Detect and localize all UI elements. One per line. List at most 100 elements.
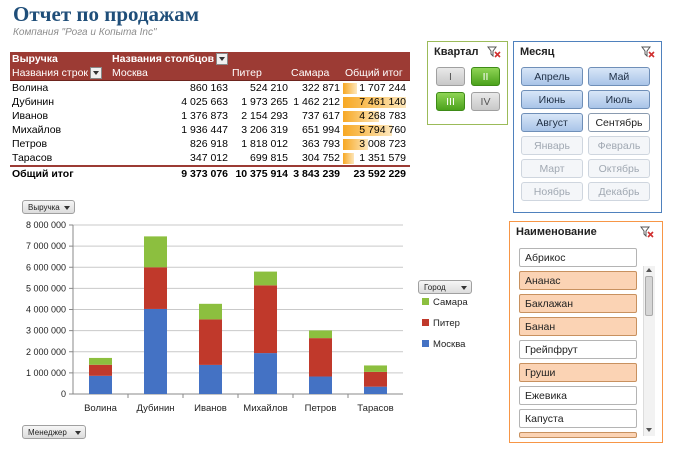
bar-segment xyxy=(144,236,167,268)
month-slicer-header: Месяц xyxy=(520,46,555,58)
pivot-value-cell: 322 871 xyxy=(302,82,340,94)
pivot-value-cell: 363 793 xyxy=(302,138,340,150)
clear-filter-icon[interactable] xyxy=(640,226,654,238)
clear-filter-icon[interactable] xyxy=(641,46,655,58)
quarter-button[interactable]: I xyxy=(436,67,465,86)
chart-axis-field-button[interactable]: Менеджер xyxy=(22,425,86,439)
name-item-button[interactable]: Ежевика xyxy=(519,386,637,405)
pivot-row-label: Дубинин xyxy=(12,96,55,108)
pivot-row-field-label[interactable]: Названия строк xyxy=(12,66,103,80)
x-tick-label: Волина xyxy=(84,403,118,414)
month-slicer: Месяц Апрель Май Июнь Июль Август Сентябрь Янв… xyxy=(513,41,662,213)
quarter-slicer-header: Квартал xyxy=(434,46,479,58)
month-button[interactable]: Июнь xyxy=(521,90,583,109)
pivot-row-field-text: Названия строк xyxy=(12,67,89,79)
pivot-databar xyxy=(343,83,358,94)
pivot-total-cell: 3 843 239 xyxy=(293,168,340,180)
quarter-slicer: Квартал I II III IV xyxy=(427,41,508,125)
bar-segment xyxy=(254,353,277,394)
pivot-value-cell: 3 008 723 xyxy=(359,138,406,150)
pivot-value-cell: 1 351 579 xyxy=(359,152,406,164)
name-item-button[interactable]: Грейпфрут xyxy=(519,340,637,359)
chart-value-field-button[interactable]: Выручка xyxy=(22,200,75,214)
name-slicer: Наименование Абрикос Ананас Баклажан Банан Г… xyxy=(509,221,663,443)
y-tick-label: 7 000 000 xyxy=(26,241,66,251)
pivot-column-header-row: Названия строк Москва Питер Самара Общий… xyxy=(10,66,410,81)
month-button[interactable]: Декабрь xyxy=(588,182,650,201)
name-item-button[interactable] xyxy=(519,432,637,438)
scroll-thumb[interactable] xyxy=(645,276,653,316)
month-button[interactable]: Ноябрь xyxy=(521,182,583,201)
row-filter-dropdown-icon[interactable] xyxy=(90,67,103,80)
month-button[interactable]: Сентябрь xyxy=(588,113,650,132)
pivot-row: Михайлов 1 936 447 3 206 319 651 994 5 794 7… xyxy=(10,123,410,137)
month-button[interactable]: Апрель xyxy=(521,67,583,86)
chart-legend: Самара Питер Москва xyxy=(422,297,468,350)
name-slicer-header: Наименование xyxy=(516,226,597,238)
bar-segment xyxy=(254,285,277,354)
bar-segment xyxy=(144,267,167,309)
month-button[interactable]: Август xyxy=(521,113,583,132)
clear-filter-icon[interactable] xyxy=(487,46,501,58)
pivot-databar xyxy=(343,111,379,122)
bar-segment xyxy=(89,375,112,394)
pivot-value-field: Выручка xyxy=(12,53,58,65)
name-slicer-scrollbar[interactable] xyxy=(643,266,655,436)
pivot-value-cell: 2 154 293 xyxy=(241,110,288,122)
pivot-column-field-label[interactable]: Названия столбцов xyxy=(112,52,229,66)
y-tick-label: 6 000 000 xyxy=(26,262,66,272)
pivot-value-cell: 5 794 760 xyxy=(359,124,406,136)
pivot-value-cell: 3 206 319 xyxy=(241,124,288,136)
x-tick-label: Иванов xyxy=(194,403,227,414)
pivot-value-cell: 699 815 xyxy=(250,152,288,164)
y-tick-label: 8 000 000 xyxy=(26,220,66,230)
quarter-button[interactable]: III xyxy=(436,92,465,111)
pivot-value-cell: 7 461 140 xyxy=(359,96,406,108)
pivot-value-cell: 4 025 663 xyxy=(181,96,228,108)
month-button[interactable]: Октябрь xyxy=(588,159,650,178)
pivot-row: Иванов 1 376 873 2 154 293 737 617 4 268 783 xyxy=(10,109,410,123)
report-subtitle: Компания "Рога и Копыта Inc" xyxy=(13,27,157,38)
pivot-table: Выручка Названия столбцов Названия строк… xyxy=(10,52,410,182)
pivot-row-label: Тарасов xyxy=(12,152,53,164)
quarter-button[interactable]: IV xyxy=(471,92,500,111)
name-item-button[interactable]: Баклажан xyxy=(519,294,637,313)
pivot-databar xyxy=(343,97,406,108)
pivot-row-label: Иванов xyxy=(12,110,49,122)
name-item-button[interactable]: Ананас xyxy=(519,271,637,290)
pivot-col-header: Питер xyxy=(232,67,262,79)
name-item-button[interactable]: Банан xyxy=(519,317,637,336)
name-item-button[interactable]: Капуста xyxy=(519,409,637,428)
pivot-row: Дубинин 4 025 663 1 973 265 1 462 212 7 461 … xyxy=(10,95,410,109)
pivot-row: Волина 860 163 524 210 322 871 1 707 244 xyxy=(10,81,410,95)
name-item-button[interactable]: Абрикос xyxy=(519,248,637,267)
month-button[interactable]: Январь xyxy=(521,136,583,155)
name-item-button[interactable]: Груши xyxy=(519,363,637,382)
pivot-value-cell: 1 973 265 xyxy=(241,96,288,108)
chart-axis-field-label: Менеджер xyxy=(28,428,67,437)
pivot-total-cell: 9 373 076 xyxy=(181,168,228,180)
chart-legend-field-label: Город xyxy=(424,283,446,292)
report-title: Отчет по продажам xyxy=(13,2,200,26)
scroll-up-arrow-icon[interactable] xyxy=(646,268,652,272)
bar-segment xyxy=(199,303,222,320)
scroll-down-arrow-icon[interactable] xyxy=(646,428,652,432)
pivot-value-cell: 651 994 xyxy=(302,124,340,136)
pivot-grand-total-row: Общий итог 9 373 076 10 375 914 3 843 23… xyxy=(10,165,410,182)
month-button[interactable]: Февраль xyxy=(588,136,650,155)
bar-segment xyxy=(309,330,332,339)
pivot-value-cell: 1 707 244 xyxy=(359,82,406,94)
y-tick-label: 4 000 000 xyxy=(26,305,66,315)
pivot-databar xyxy=(343,139,369,150)
month-button[interactable]: Март xyxy=(521,159,583,178)
column-filter-dropdown-icon[interactable] xyxy=(216,53,229,66)
pivot-value-cell: 737 617 xyxy=(302,110,340,122)
month-button[interactable]: Май xyxy=(588,67,650,86)
month-button[interactable]: Июль xyxy=(588,90,650,109)
pivot-value-cell: 4 268 783 xyxy=(359,110,406,122)
y-tick-label: 2 000 000 xyxy=(26,347,66,357)
chart-legend-field-button[interactable]: Город xyxy=(418,280,472,294)
pivot-col-header: Москва xyxy=(112,67,148,79)
bar-segment xyxy=(144,308,167,394)
quarter-button[interactable]: II xyxy=(471,67,500,86)
